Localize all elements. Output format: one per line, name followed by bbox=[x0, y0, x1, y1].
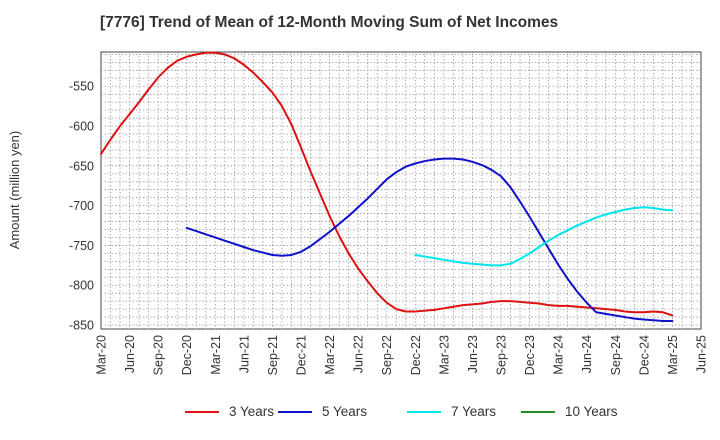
x-tick-label: Sep-21 bbox=[266, 335, 280, 375]
grid-lines bbox=[101, 52, 701, 329]
legend-swatch bbox=[407, 410, 441, 413]
x-tick-label: Mar-20 bbox=[95, 335, 109, 375]
legend-item-3-years: 3 Years bbox=[185, 404, 274, 419]
y-tick-label: -750 bbox=[69, 239, 94, 253]
x-tick-labels: Mar-20 Jun-20 Sep-20 Dec-20 Mar-21 Jun-21 Sep-… bbox=[95, 335, 709, 375]
x-tick-label: Jun-22 bbox=[352, 335, 366, 373]
legend-label: 5 Years bbox=[322, 404, 368, 419]
x-tick-label: Dec-21 bbox=[295, 335, 309, 375]
x-tick-label: Dec-23 bbox=[523, 335, 537, 375]
series-lines bbox=[100, 51, 674, 323]
legend-swatch bbox=[185, 410, 219, 413]
legend-swatch bbox=[521, 410, 555, 413]
y-tick-label: -800 bbox=[69, 279, 94, 293]
x-tick-label: Dec-20 bbox=[180, 335, 194, 375]
legend-item-7-years: 7 Years bbox=[407, 404, 496, 419]
x-tick-label: Jun-24 bbox=[580, 335, 594, 373]
chart-title: [7776] Trend of Mean of 12-Month Moving … bbox=[100, 14, 559, 31]
plot-frame bbox=[100, 51, 702, 330]
x-tick-label: Sep-24 bbox=[609, 335, 623, 375]
x-tick-label: Dec-22 bbox=[409, 335, 423, 375]
x-tick-label: Dec-24 bbox=[637, 335, 651, 375]
legend-label: 3 Years bbox=[229, 404, 275, 419]
legend-label: 10 Years bbox=[565, 404, 618, 419]
x-tick-label: Jun-21 bbox=[237, 335, 251, 373]
series-line-5-years bbox=[185, 157, 674, 323]
legend-item-10-years: 10 Years bbox=[521, 404, 618, 419]
x-tick-label: Mar-23 bbox=[437, 335, 451, 375]
y-axis-title: Amount (million yen) bbox=[7, 131, 22, 250]
x-tick-label: Mar-25 bbox=[666, 335, 680, 375]
x-tick-label: Mar-22 bbox=[323, 335, 337, 375]
y-tick-label: -550 bbox=[69, 80, 94, 94]
series-line-7-years bbox=[414, 206, 674, 267]
legend-item-5-years: 5 Years bbox=[278, 404, 367, 419]
series-line-3-years bbox=[100, 51, 674, 317]
x-tick-label: Jun-20 bbox=[123, 335, 137, 373]
x-tick-label: Jun-25 bbox=[695, 335, 709, 373]
y-tick-label: -850 bbox=[69, 319, 94, 333]
legend: 3 Years 5 Years 7 Years 10 Years bbox=[0, 404, 720, 428]
x-tick-label: Sep-20 bbox=[152, 335, 166, 375]
legend-label: 7 Years bbox=[451, 404, 497, 419]
x-tick-label: Sep-22 bbox=[380, 335, 394, 375]
legend-swatch bbox=[278, 410, 312, 413]
y-tick-label: -600 bbox=[69, 120, 94, 134]
x-tick-label: Sep-23 bbox=[495, 335, 509, 375]
y-tick-label: -700 bbox=[69, 199, 94, 213]
x-tick-label: Mar-21 bbox=[209, 335, 223, 375]
x-tick-label: Jun-23 bbox=[466, 335, 480, 373]
x-tick-label: Mar-24 bbox=[552, 335, 566, 375]
y-tick-label: -650 bbox=[69, 159, 94, 173]
y-tick-labels: -550 -600 -650 -700 -750 -800 -850 bbox=[69, 80, 94, 333]
